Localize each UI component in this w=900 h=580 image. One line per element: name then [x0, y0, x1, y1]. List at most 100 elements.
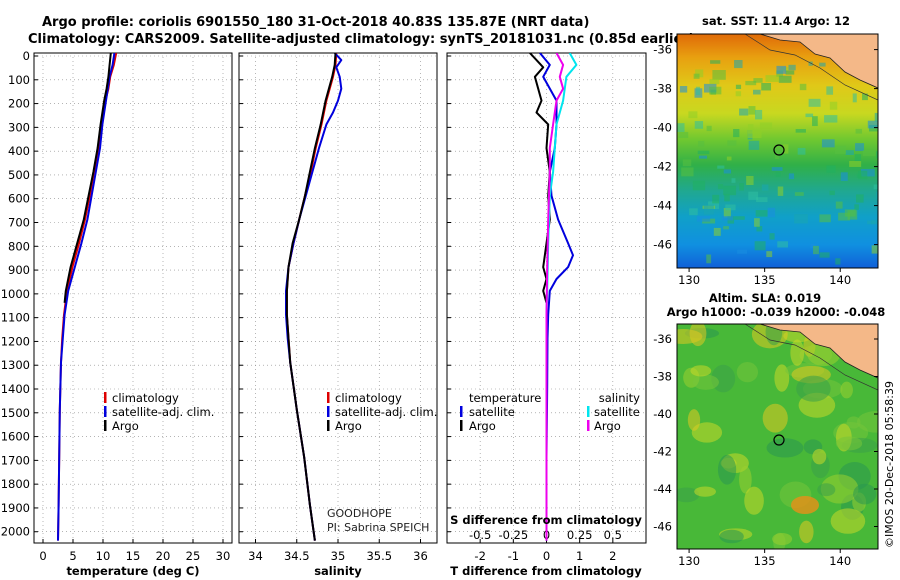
sla-texture: [677, 324, 878, 549]
sst-patch: [694, 121, 704, 129]
sst-patch: [678, 131, 689, 139]
top-tick-label: -0.5: [469, 528, 491, 542]
sla-map-subtitle: Argo h1000: -0.039 h2000: -0.048: [667, 305, 886, 319]
series-line: [285, 53, 337, 541]
sst-patch: [774, 151, 779, 160]
sst-patch: [813, 245, 819, 255]
sst-patch: [723, 207, 731, 218]
map-x-tick-label: 135: [754, 554, 776, 568]
depth-tick-label: 1100: [1, 311, 30, 325]
sst-map-title: sat. SST: 11.4 Argo: 12: [702, 14, 850, 28]
map-y-tick-label: -42: [653, 445, 672, 459]
legend-swatch-t-satellite: [460, 406, 463, 417]
sst-patch: [874, 112, 878, 122]
depth-axis: 0 100 200 300 400 500 600 700 800 900 1000 1100 1200…: [1, 49, 30, 539]
sst-patch: [703, 204, 714, 215]
gridlines: [34, 53, 646, 543]
legend-label-argo: Argo: [335, 419, 362, 433]
sst-patch: [777, 186, 784, 196]
legend-swatch-s-satellite: [587, 406, 590, 417]
map-y-tick-label: -38: [653, 82, 672, 96]
sla-blob: [790, 339, 805, 366]
sst-patch: [835, 201, 843, 209]
temperature-legend: climatology satellite-adj. clim. Argo: [104, 391, 214, 433]
sst-patch: [785, 70, 795, 75]
sst-patch: [734, 60, 743, 69]
x-tick-label: 5: [69, 549, 76, 563]
sla-coastline: [759, 324, 878, 379]
sst-patch: [845, 150, 854, 155]
depth-tick-label: 400: [8, 144, 30, 158]
sla-blob: [853, 483, 877, 505]
sla-blob: [736, 362, 759, 383]
series-line: [545, 53, 578, 541]
map-x-tick-label: 135: [754, 273, 776, 287]
sst-patch: [765, 75, 780, 82]
series-line: [285, 53, 338, 541]
sst-patch: [712, 70, 726, 80]
sst-patch: [753, 78, 763, 83]
sst-patch: [726, 156, 732, 161]
depth-tick-label: 100: [8, 73, 30, 87]
sst-patch: [755, 210, 768, 217]
sst-patch: [876, 191, 878, 200]
sst-patch: [733, 129, 740, 138]
sst-patch: [748, 191, 759, 200]
legend-swatch-t-argo: [460, 420, 463, 431]
x-tick-label: 10: [96, 549, 111, 563]
sst-patch: [826, 86, 834, 95]
sla-blob: [840, 381, 853, 399]
sst-patch: [698, 155, 708, 159]
sst-patch: [709, 78, 720, 85]
sst-patch: [838, 212, 851, 221]
legend-label-t-satellite: satellite: [469, 405, 515, 419]
legend-label-satellite: satellite-adj. clim.: [112, 405, 214, 419]
sst-patch: [731, 178, 736, 183]
sst-patch: [713, 227, 721, 236]
legend-swatch-climatology: [104, 392, 107, 403]
sst-patch: [748, 106, 756, 115]
sst-patch: [723, 169, 732, 174]
sst-patch: [766, 251, 773, 258]
map-x-tick-label: 140: [829, 554, 851, 568]
sst-patch: [808, 61, 813, 66]
sst-patch: [712, 194, 720, 204]
series-line: [545, 53, 565, 541]
sst-patch: [717, 165, 725, 169]
sst-patch: [778, 75, 792, 83]
salinity-legend: climatology satellite-adj. clim. Argo: [327, 391, 437, 433]
sst-map-frame: [676, 33, 879, 269]
sla-blob: [692, 374, 719, 390]
sst-patch: [756, 197, 768, 203]
sst-patch: [819, 252, 830, 258]
sst-patch: [824, 115, 838, 123]
map-y-tick-label: -36: [653, 332, 672, 346]
sst-patch: [795, 129, 806, 133]
sst-patch: [727, 140, 737, 146]
sst-axes: 130 135 140 -36 -38 -40 -42 -44 -46: [653, 43, 878, 287]
series-line: [285, 53, 343, 541]
sst-patch: [735, 84, 742, 89]
x-axes: 0 5 10 15 20 25 30 34 34.5 35 35.5 36 -2 -1 0 1 2 -0.5 -0.…: [39, 528, 622, 563]
sla-high-anomaly: [791, 496, 819, 514]
sla-blob: [677, 487, 700, 503]
x-tick-label: -2: [474, 549, 485, 563]
sst-patch: [698, 140, 705, 147]
profile-series: [57, 53, 578, 541]
sst-patch: [871, 245, 878, 254]
legend-swatch-satellite: [104, 406, 107, 417]
sst-patch: [854, 204, 859, 210]
sst-patch: [855, 143, 865, 152]
sst-patch: [688, 111, 698, 119]
sst-patch: [693, 73, 700, 79]
sst-patch: [767, 207, 776, 218]
sst-patch: [876, 151, 878, 159]
sla-blob: [739, 465, 752, 494]
x-tick-label: 35: [331, 549, 346, 563]
depth-tick-label: 2000: [1, 525, 30, 539]
sst-patch: [852, 93, 857, 103]
sst-patch: [677, 123, 685, 132]
top-tick-label: 0.5: [604, 528, 622, 542]
sla-blob: [690, 365, 712, 377]
sst-texture: [677, 60, 878, 265]
